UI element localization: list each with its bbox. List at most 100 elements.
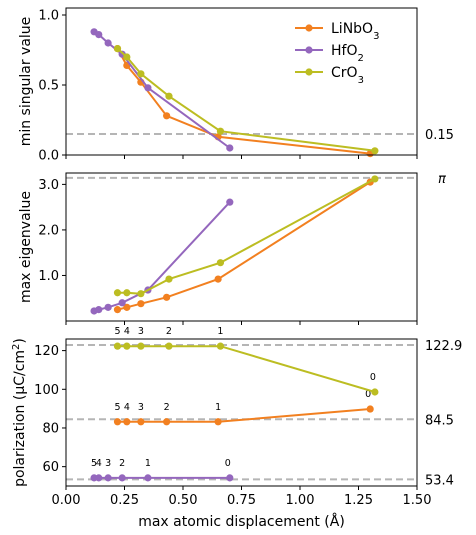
legend-label: CrO3 xyxy=(331,65,364,86)
point-label: 4 xyxy=(96,458,102,469)
point-label: 5 xyxy=(91,458,97,469)
data-point-LiNbO3 xyxy=(113,418,122,426)
reference-label: π xyxy=(438,172,446,187)
point-label: 4 xyxy=(124,326,130,337)
point-label: 0 xyxy=(225,458,231,469)
data-point-CrO3 xyxy=(371,388,379,396)
data-point-CrO3 xyxy=(137,342,145,350)
data-point-LiNbO3 xyxy=(123,303,131,311)
point-label: 1 xyxy=(217,326,223,337)
point-label: 3 xyxy=(138,326,144,337)
point-label: 5 xyxy=(114,326,120,337)
data-point-CrO3 xyxy=(216,259,225,267)
panel-2: π 1.0 2.0 3.0 max eigenvalue xyxy=(18,172,446,325)
data-point-HfO2 xyxy=(118,299,126,307)
y-tick-label: 120 xyxy=(34,344,59,359)
data-point-CrO3 xyxy=(216,127,225,135)
reference-label: 53.4 xyxy=(425,473,454,488)
data-point-CrO3 xyxy=(123,53,131,61)
x-tick-label: 1.00 xyxy=(286,493,315,508)
x-tick-label: 0.00 xyxy=(52,493,81,508)
data-point-HfO2 xyxy=(144,474,152,482)
x-tick-label: 1.25 xyxy=(344,493,373,508)
series-line-CrO3 xyxy=(117,178,376,295)
data-point-LiNbO3 xyxy=(137,418,145,426)
data-point-CrO3 xyxy=(165,342,173,350)
data-point-LiNbO3 xyxy=(214,275,222,283)
y-tick-label: 100 xyxy=(34,383,59,398)
y-axis-label: max eigenvalue xyxy=(18,191,34,303)
series-line-CrO3 xyxy=(117,345,376,393)
data-point-LiNbO3 xyxy=(163,293,171,301)
data-point-LiNbO3 xyxy=(137,300,145,308)
legend-label: HfO2 xyxy=(331,43,364,64)
x-tick-label: 0.50 xyxy=(169,493,198,508)
point-label: 5 xyxy=(114,402,120,413)
y-tick-label: 0.5 xyxy=(38,79,59,94)
point-label: 1 xyxy=(215,402,221,413)
data-point-HfO2 xyxy=(104,303,112,311)
y-tick-label: 1.0 xyxy=(38,269,59,284)
point-label: 3 xyxy=(105,458,111,469)
data-point-CrO3 xyxy=(165,275,173,283)
data-point-LiNbO3 xyxy=(214,418,222,426)
data-point-HfO2 xyxy=(95,306,103,314)
y-axis-label: min singular value xyxy=(18,17,34,147)
data-point-HfO2 xyxy=(118,474,126,482)
reference-label: 122.9 xyxy=(425,339,462,354)
reference-label: 0.15 xyxy=(425,128,454,143)
x-axis-label: max atomic displacement (Å) xyxy=(138,513,345,530)
y-axis-label: polarization (μC/cm2) xyxy=(11,338,29,487)
data-point-CrO3 xyxy=(123,289,131,297)
legend-marker xyxy=(305,46,313,54)
data-point-CrO3 xyxy=(113,289,122,297)
point-label: 0 xyxy=(365,389,371,400)
data-point-HfO2 xyxy=(226,474,234,482)
y-tick-label: 60 xyxy=(42,460,59,475)
data-point-CrO3 xyxy=(123,342,131,350)
legend-marker xyxy=(305,24,313,32)
plot-frame xyxy=(65,172,418,322)
legend-marker xyxy=(305,68,313,76)
data-point-CrO3 xyxy=(137,290,145,298)
x-tick-label: 0.75 xyxy=(227,493,256,508)
data-point-HfO2 xyxy=(95,474,103,482)
legend-label: LiNbO3 xyxy=(331,21,379,42)
data-point-HfO2 xyxy=(226,144,234,152)
series-line-CrO3 xyxy=(116,47,376,152)
point-label: 4 xyxy=(124,402,130,413)
point-label: 1 xyxy=(145,458,151,469)
point-label: 0 xyxy=(370,372,376,383)
data-point-HfO2 xyxy=(104,474,112,482)
data-point-LiNbO3 xyxy=(163,418,171,426)
data-point-HfO2 xyxy=(104,39,112,47)
data-point-CrO3 xyxy=(113,342,122,350)
point-label: 2 xyxy=(164,402,170,413)
data-point-LiNbO3 xyxy=(163,112,171,120)
y-tick-label: 2.0 xyxy=(38,223,59,238)
reference-label: 84.5 xyxy=(425,413,454,428)
data-point-CrO3 xyxy=(137,70,145,78)
panel-1: 0.15 0.0 0.5 1.0 min singular value LiNbO3HfO… xyxy=(18,7,454,164)
y-tick-label: 3.0 xyxy=(38,178,59,193)
data-point-CrO3 xyxy=(113,45,122,53)
data-point-LiNbO3 xyxy=(123,418,131,426)
point-label: 2 xyxy=(166,326,172,337)
y-tick-label: 1.0 xyxy=(38,9,59,24)
x-tick-label: 0.25 xyxy=(110,493,139,508)
point-label: 3 xyxy=(138,402,144,413)
data-point-CrO3 xyxy=(371,175,379,183)
data-point-LiNbO3 xyxy=(366,405,374,413)
data-point-CrO3 xyxy=(371,147,379,155)
data-point-LiNbO3 xyxy=(113,306,122,314)
y-tick-label: 80 xyxy=(42,421,59,436)
data-point-HfO2 xyxy=(95,30,103,39)
data-point-HfO2 xyxy=(226,198,234,206)
data-point-HfO2 xyxy=(144,84,152,92)
x-tick-label: 1.50 xyxy=(403,493,432,508)
point-label: 2 xyxy=(119,458,125,469)
data-point-CrO3 xyxy=(216,342,225,350)
